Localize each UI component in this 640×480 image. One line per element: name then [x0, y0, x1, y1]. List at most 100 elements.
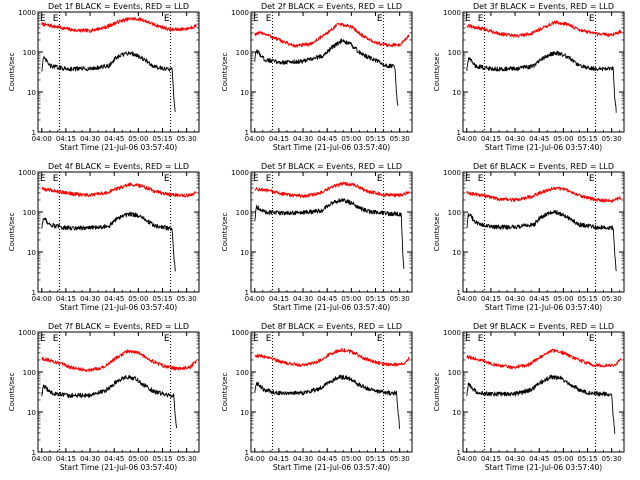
detector-panel-2: Det 2f BLACK = Events, RED = LLD 04:00 04:… [221, 2, 413, 152]
detector-panel-7: Det 7f BLACK = Events, RED = LLD 04:00 04:… [8, 322, 200, 472]
y-axis-label: Counts/sec [8, 373, 16, 412]
marker-label: E [53, 174, 59, 184]
x-tick-label: 04:30 [505, 135, 525, 143]
events-series-line [466, 209, 617, 272]
x-tick-label: 04:00 [457, 135, 477, 143]
lld-series-line [254, 22, 410, 48]
marker-label: E [266, 174, 272, 184]
x-axis-label: Start Time (21-Jul-06 03:57:40) [485, 143, 602, 152]
panel-title: Det 3f BLACK = Events, RED = LLD [473, 2, 614, 11]
y-tick-label: 100 [236, 209, 249, 217]
y-tick-label: 100 [236, 49, 249, 57]
marker-label-left: E [253, 174, 259, 184]
lld-series-line [466, 20, 622, 38]
y-axis-label: Counts/sec [433, 373, 441, 412]
x-tick-label: 04:45 [317, 455, 337, 463]
marker-label: E [589, 334, 595, 344]
x-tick-label: 04:30 [80, 295, 100, 303]
x-tick-label: 04:00 [32, 295, 52, 303]
y-axis-label: Counts/sec [221, 373, 229, 412]
y-tick-label: 100 [236, 369, 249, 377]
marker-label-left: E [40, 174, 46, 184]
x-tick-label: 05:00 [553, 455, 573, 463]
x-tick-label: 05:00 [128, 295, 148, 303]
y-tick-label: 1000 [443, 329, 461, 337]
x-axis-label: Start Time (21-Jul-06 03:57:40) [273, 303, 390, 312]
x-tick-label: 04:30 [505, 455, 525, 463]
plot-frame [250, 171, 413, 293]
x-tick-label: 05:00 [341, 295, 361, 303]
y-tick-label: 1 [245, 449, 249, 457]
y-axis-label: Counts/sec [433, 213, 441, 252]
y-tick-label: 1 [457, 289, 461, 297]
marker-label: E [164, 334, 170, 344]
y-tick-label: 1000 [18, 329, 36, 337]
marker-label: E [377, 334, 383, 344]
plot-frame [462, 331, 625, 453]
x-tick-label: 04:00 [457, 295, 477, 303]
y-tick-label: 1000 [231, 169, 249, 177]
marker-label: E [53, 14, 59, 24]
lld-series-line [254, 181, 410, 199]
x-tick-label: 05:30 [390, 295, 410, 303]
x-tick-label: 05:00 [341, 455, 361, 463]
y-tick-label: 10 [452, 89, 461, 97]
marker-label: E [589, 14, 595, 24]
x-tick-label: 04:15 [269, 455, 289, 463]
y-tick-label: 10 [27, 249, 36, 257]
events-series-line [254, 38, 399, 106]
x-tick-label: 04:00 [32, 455, 52, 463]
y-tick-label: 1 [457, 129, 461, 137]
x-tick-label: 04:15 [56, 455, 76, 463]
marker-label: E [589, 174, 595, 184]
x-axis-label: Start Time (21-Jul-06 03:57:40) [60, 143, 177, 152]
plot-frame [37, 171, 200, 293]
x-tick-label: 05:30 [602, 135, 622, 143]
x-axis-label: Start Time (21-Jul-06 03:57:40) [485, 303, 602, 312]
x-axis-label: Start Time (21-Jul-06 03:57:40) [273, 143, 390, 152]
x-tick-label: 05:30 [390, 135, 410, 143]
panel-title: Det 9f BLACK = Events, RED = LLD [473, 322, 614, 331]
y-axis-label: Counts/sec [433, 53, 441, 92]
y-tick-label: 100 [448, 49, 461, 57]
x-tick-label: 04:30 [505, 295, 525, 303]
x-tick-label: 05:15 [365, 135, 385, 143]
marker-label-left: E [40, 334, 46, 344]
x-tick-label: 04:15 [269, 295, 289, 303]
panel-title: Det 5f BLACK = Events, RED = LLD [261, 162, 402, 171]
x-tick-label: 04:00 [457, 455, 477, 463]
y-tick-label: 100 [23, 49, 36, 57]
x-tick-label: 05:15 [152, 455, 172, 463]
y-tick-label: 1 [32, 129, 36, 137]
plot-frame [462, 11, 625, 133]
x-tick-label: 04:15 [481, 135, 501, 143]
x-tick-label: 05:30 [177, 455, 197, 463]
x-tick-label: 04:45 [529, 295, 549, 303]
detector-panel-6: Det 6f BLACK = Events, RED = LLD 04:00 04:… [433, 162, 625, 312]
y-tick-label: 10 [452, 249, 461, 257]
panel-title: Det 4f BLACK = Events, RED = LLD [48, 162, 189, 171]
marker-label: E [53, 334, 59, 344]
x-tick-label: 05:30 [177, 295, 197, 303]
marker-label: E [478, 334, 484, 344]
y-axis-label: Counts/sec [221, 213, 229, 252]
x-tick-label: 04:15 [56, 295, 76, 303]
x-tick-label: 04:00 [245, 135, 265, 143]
plot-frame [462, 171, 625, 293]
y-axis-label: Counts/sec [8, 213, 16, 252]
y-tick-label: 100 [23, 369, 36, 377]
x-tick-label: 05:00 [128, 455, 148, 463]
y-tick-label: 10 [240, 249, 249, 257]
x-tick-label: 05:15 [577, 455, 597, 463]
y-axis-label: Counts/sec [8, 53, 16, 92]
x-tick-label: 04:45 [317, 135, 337, 143]
y-tick-label: 1000 [443, 169, 461, 177]
y-tick-label: 1000 [231, 9, 249, 17]
y-tick-label: 1000 [443, 9, 461, 17]
marker-label: E [164, 174, 170, 184]
x-axis-label: Start Time (21-Jul-06 03:57:40) [485, 463, 602, 472]
x-tick-label: 05:15 [365, 295, 385, 303]
marker-label: E [478, 14, 484, 24]
y-tick-label: 1000 [18, 9, 36, 17]
y-tick-label: 1000 [231, 329, 249, 337]
